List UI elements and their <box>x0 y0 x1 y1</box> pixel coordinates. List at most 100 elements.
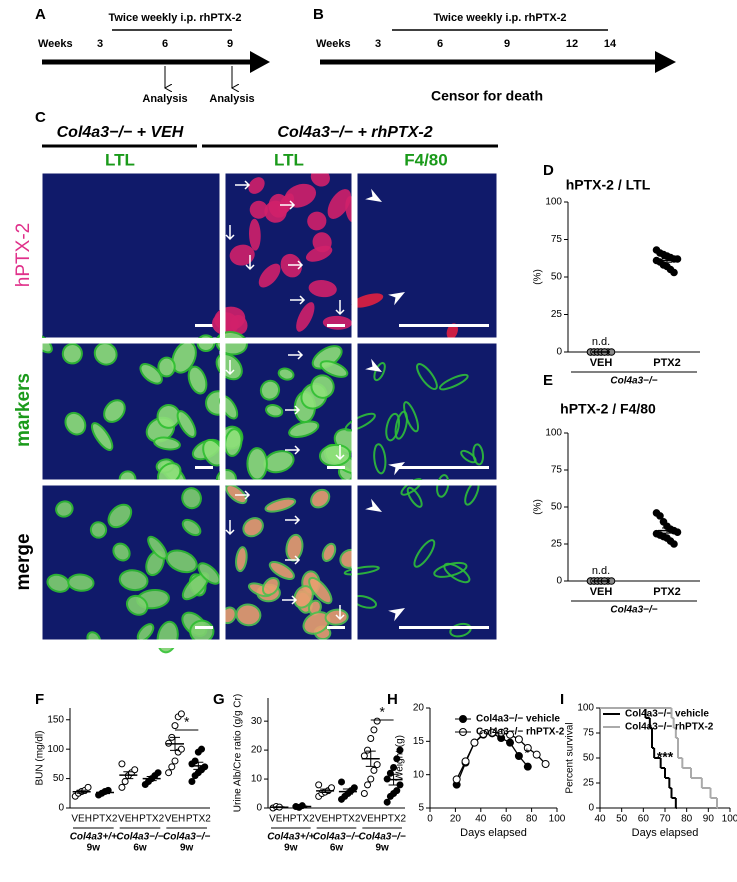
arrowhead <box>388 292 405 306</box>
gutter <box>40 166 502 173</box>
y-tick-label: 15 <box>413 736 425 747</box>
tissue <box>249 218 261 251</box>
panel-label: I <box>560 691 564 708</box>
gutter <box>220 170 225 642</box>
panel-label: D <box>543 162 554 179</box>
x-axis-label: Days elapsed <box>460 827 527 839</box>
x-tick-label: 80 <box>681 814 693 825</box>
data-point <box>370 726 378 734</box>
scale-bar <box>327 324 345 327</box>
data-point <box>177 710 185 718</box>
data-point <box>514 735 523 744</box>
column-label: LTL <box>274 150 304 169</box>
data-point <box>188 778 196 786</box>
legend-label: Col4a3−/− rhPTX-2 <box>476 727 565 738</box>
arrow <box>285 405 301 415</box>
tick: 12 <box>566 38 578 50</box>
annotation: Censor for death <box>431 88 543 104</box>
tissue <box>225 484 248 505</box>
y-tick-label: 50 <box>53 773 65 784</box>
x-tick-label: PTX2 <box>335 814 360 825</box>
scale-bar <box>327 466 345 469</box>
tissue <box>249 200 268 219</box>
x-tick-label: 70 <box>659 814 671 825</box>
data-point <box>488 728 497 737</box>
y-tick-label: 75 <box>551 465 563 476</box>
group-label: Col4a3−/− <box>610 376 657 387</box>
sem-bar <box>662 258 672 263</box>
x-tick-label: PTX2 <box>186 814 211 825</box>
sem-bar <box>388 773 399 786</box>
significance: * <box>379 704 385 720</box>
group-sublabel: 9w <box>284 843 298 854</box>
panel-label: C <box>35 109 46 126</box>
data-point <box>386 769 394 777</box>
tissue <box>264 497 297 513</box>
x-tick-label: 50 <box>616 814 628 825</box>
sem-bar <box>76 789 87 794</box>
tissue <box>327 189 352 219</box>
y-axis-label: Percent survival <box>565 722 576 793</box>
x-tick-label: 60 <box>501 814 513 825</box>
data-point <box>452 775 461 784</box>
data-point <box>338 778 346 786</box>
data-point <box>350 784 358 792</box>
y-tick-label: 0 <box>58 803 64 814</box>
tissue <box>265 404 284 418</box>
panel-label: G <box>213 691 225 708</box>
data-point <box>118 760 126 768</box>
tissue <box>351 293 384 308</box>
micrograph <box>42 173 220 338</box>
sem-bar <box>146 776 157 782</box>
data-point <box>390 763 398 771</box>
tissue <box>229 244 255 266</box>
legend-label: Col4a3−/− rhPTX-2 <box>625 722 714 733</box>
gutter <box>40 480 500 485</box>
x-tick-label: 40 <box>594 814 606 825</box>
gutter <box>40 640 502 648</box>
data-point <box>364 781 372 789</box>
arrow <box>290 295 306 305</box>
data-point <box>396 746 404 754</box>
arrow <box>335 445 345 461</box>
axis-label: Weeks <box>316 38 351 50</box>
data-point <box>165 769 173 777</box>
arrowhead <box>388 462 405 476</box>
tissue <box>277 367 295 381</box>
tissue <box>438 373 469 391</box>
data-point <box>523 762 532 771</box>
tissue <box>235 603 262 627</box>
y-tick-label: 50 <box>551 502 563 513</box>
scale-bar <box>399 324 489 327</box>
y-tick-label: 0 <box>588 803 594 814</box>
tick: 9 <box>227 38 233 50</box>
sem-bar <box>193 761 204 770</box>
scale-bar <box>327 626 345 629</box>
y-tick-label: 10 <box>413 769 425 780</box>
tissue <box>310 488 331 509</box>
tissue <box>242 517 264 538</box>
y-tick-label: 30 <box>251 716 263 727</box>
scale-bar <box>195 466 213 469</box>
y-tick-label: 25 <box>583 778 595 789</box>
tissue <box>112 542 131 562</box>
x-tick-label: PTX2 <box>653 357 681 369</box>
y-tick-label: 100 <box>545 428 562 439</box>
data-point <box>360 752 368 760</box>
data-point <box>497 728 506 737</box>
arrow <box>285 445 301 455</box>
panel-label: B <box>313 6 324 23</box>
scale-bar <box>399 466 489 469</box>
group-sublabel: 9w <box>375 843 389 854</box>
group-label: Col4a3−/− <box>359 832 406 843</box>
x-tick-label: 60 <box>638 814 650 825</box>
arrow <box>225 520 235 536</box>
arrowhead <box>365 358 382 372</box>
tissue <box>261 576 280 596</box>
tissue <box>318 443 352 467</box>
sem-bar <box>320 788 331 794</box>
x-axis-label: Days elapsed <box>632 827 699 839</box>
sem-bar <box>100 791 110 795</box>
column-label: LTL <box>105 150 135 169</box>
x-tick-label: 40 <box>475 814 487 825</box>
